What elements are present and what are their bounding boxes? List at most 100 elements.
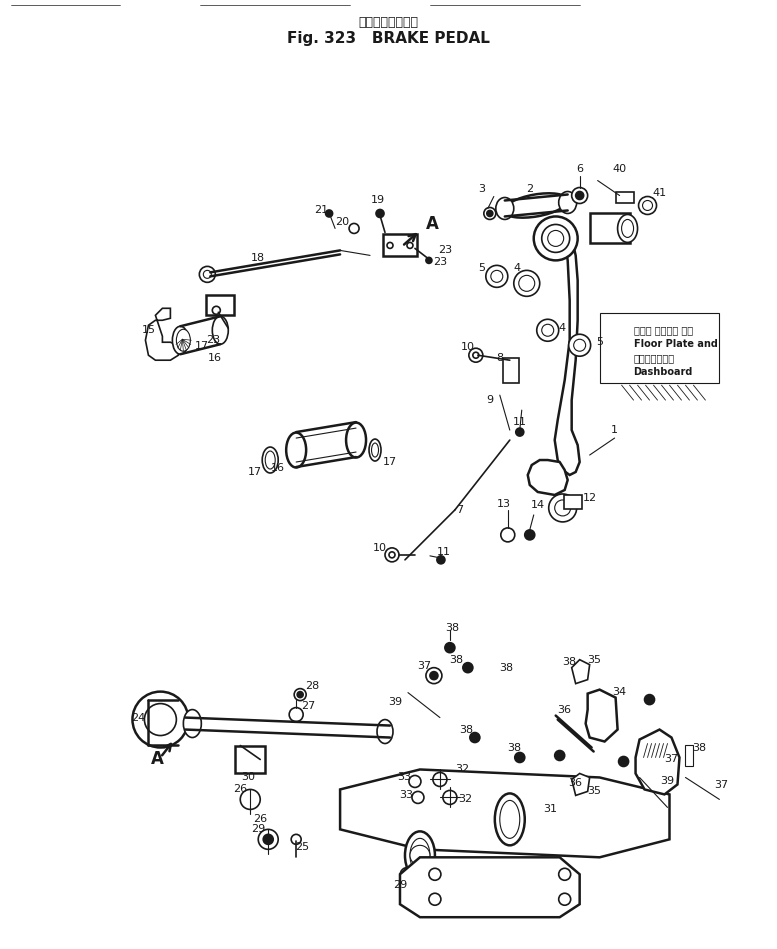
Ellipse shape	[410, 838, 430, 872]
FancyBboxPatch shape	[382, 234, 417, 256]
Circle shape	[426, 257, 432, 264]
Text: 37: 37	[417, 661, 431, 671]
Circle shape	[291, 834, 301, 845]
Ellipse shape	[500, 800, 520, 838]
Text: 38: 38	[499, 662, 513, 673]
Circle shape	[385, 548, 399, 562]
Ellipse shape	[377, 719, 393, 743]
Text: 27: 27	[301, 700, 315, 711]
Polygon shape	[145, 308, 179, 361]
Circle shape	[534, 216, 577, 260]
Ellipse shape	[559, 192, 577, 214]
Text: 13: 13	[497, 499, 510, 509]
Circle shape	[426, 668, 442, 683]
Circle shape	[204, 270, 211, 278]
Ellipse shape	[622, 219, 633, 237]
Text: 23: 23	[206, 335, 221, 345]
Text: 6: 6	[577, 163, 584, 174]
Ellipse shape	[172, 326, 188, 354]
Circle shape	[657, 765, 663, 771]
Text: 14: 14	[531, 500, 545, 510]
Circle shape	[548, 231, 563, 247]
Circle shape	[484, 208, 496, 219]
Text: 17: 17	[195, 342, 209, 351]
Text: 11: 11	[437, 547, 451, 557]
Circle shape	[400, 867, 416, 884]
Circle shape	[618, 756, 629, 767]
Circle shape	[132, 692, 188, 748]
FancyBboxPatch shape	[235, 746, 265, 773]
Circle shape	[289, 708, 303, 721]
Circle shape	[569, 334, 591, 356]
Text: 16: 16	[208, 353, 222, 363]
Text: A: A	[426, 215, 438, 233]
Circle shape	[294, 689, 306, 700]
Text: 40: 40	[612, 163, 626, 174]
Circle shape	[437, 556, 445, 564]
Text: 18: 18	[251, 253, 265, 264]
Circle shape	[555, 751, 565, 760]
Text: 41: 41	[653, 188, 667, 197]
Text: 34: 34	[612, 687, 626, 697]
Text: Floor Plate and: Floor Plate and	[633, 339, 717, 349]
Circle shape	[212, 307, 221, 314]
Text: 29: 29	[393, 881, 407, 890]
FancyBboxPatch shape	[207, 295, 235, 315]
Circle shape	[573, 339, 586, 351]
Text: 39: 39	[660, 776, 674, 787]
Circle shape	[240, 790, 260, 809]
Text: A: A	[151, 751, 164, 769]
Polygon shape	[586, 690, 618, 741]
Circle shape	[639, 196, 657, 214]
Text: 38: 38	[449, 655, 463, 664]
Text: 24: 24	[131, 713, 145, 722]
Circle shape	[559, 893, 570, 905]
Ellipse shape	[212, 316, 228, 344]
Circle shape	[524, 530, 535, 540]
Circle shape	[559, 868, 570, 881]
Text: 35: 35	[587, 655, 601, 664]
Circle shape	[486, 266, 508, 288]
Circle shape	[572, 188, 587, 203]
Text: Fig. 323   BRAKE PEDAL: Fig. 323 BRAKE PEDAL	[287, 31, 490, 47]
Circle shape	[407, 242, 413, 249]
Polygon shape	[572, 660, 590, 683]
Circle shape	[297, 692, 303, 698]
Text: 23: 23	[437, 246, 452, 255]
Text: 25: 25	[295, 843, 309, 852]
Ellipse shape	[265, 451, 275, 469]
Circle shape	[412, 791, 424, 804]
Text: フロア プレート 及び: フロア プレート 及び	[633, 326, 692, 335]
Circle shape	[519, 275, 535, 291]
Circle shape	[387, 242, 393, 249]
Circle shape	[389, 552, 395, 558]
Circle shape	[470, 733, 480, 742]
FancyBboxPatch shape	[563, 495, 582, 509]
Circle shape	[376, 210, 384, 217]
Circle shape	[409, 775, 421, 788]
Text: 8: 8	[497, 353, 503, 363]
Text: 7: 7	[456, 505, 463, 515]
Ellipse shape	[371, 443, 378, 457]
Text: 16: 16	[271, 463, 285, 473]
Circle shape	[145, 703, 176, 735]
Ellipse shape	[495, 793, 524, 846]
Circle shape	[542, 225, 570, 252]
Text: 29: 29	[251, 825, 266, 834]
Text: 37: 37	[714, 780, 729, 791]
Ellipse shape	[346, 422, 366, 457]
FancyBboxPatch shape	[685, 745, 693, 767]
Text: 12: 12	[583, 493, 597, 503]
Circle shape	[263, 834, 274, 845]
Circle shape	[429, 893, 441, 905]
Ellipse shape	[369, 439, 381, 461]
Text: 15: 15	[141, 326, 155, 335]
Text: 36: 36	[569, 778, 583, 789]
FancyBboxPatch shape	[503, 358, 519, 382]
Text: 30: 30	[241, 772, 256, 783]
Text: 32: 32	[458, 794, 472, 805]
Circle shape	[542, 325, 554, 336]
Text: 20: 20	[335, 217, 349, 228]
Circle shape	[200, 267, 215, 283]
Text: 23: 23	[433, 257, 447, 268]
